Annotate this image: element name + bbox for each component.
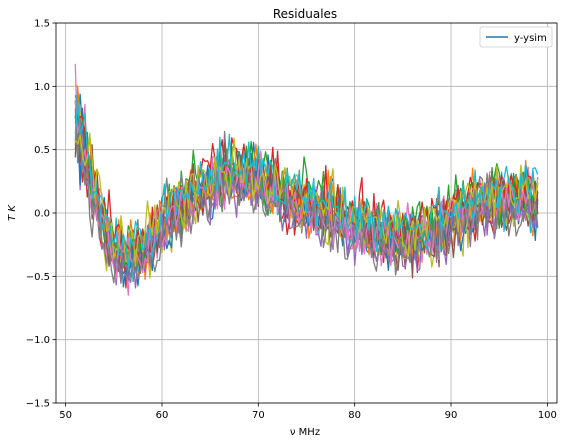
legend-label: y-ysim	[514, 33, 547, 44]
series-line	[74, 108, 539, 284]
chart-title: Residuales	[273, 7, 337, 21]
x-axis-label: ν MHz	[290, 427, 320, 438]
y-tick-label: 0.0	[34, 209, 50, 220]
x-tick-label: 60	[156, 410, 169, 421]
y-tick-label: −0.5	[26, 272, 50, 283]
x-tick-label: 50	[59, 410, 72, 421]
series-line	[74, 103, 539, 269]
series-lines	[74, 63, 539, 296]
x-tick-label: 90	[445, 410, 458, 421]
x-tick-label: 80	[348, 410, 361, 421]
x-tick-label: 70	[252, 410, 265, 421]
y-tick-label: −1.0	[26, 335, 50, 346]
series-line	[74, 107, 539, 288]
y-axis-ticks: −1.5 −1.0 −0.5 0.0 0.5 1.0 1.5	[26, 19, 56, 410]
legend: y-ysim	[479, 26, 553, 48]
y-tick-label: −1.5	[26, 399, 50, 410]
y-tick-label: 0.5	[34, 145, 50, 156]
y-tick-label: 1.5	[34, 19, 50, 30]
y-axis-label: T K	[7, 204, 18, 221]
x-axis-ticks: 50 60 70 80 90 100	[59, 403, 557, 421]
y-tick-label: 1.0	[34, 82, 50, 93]
legend-box	[479, 26, 553, 48]
x-tick-label: 100	[538, 410, 557, 421]
series-line	[74, 84, 539, 277]
